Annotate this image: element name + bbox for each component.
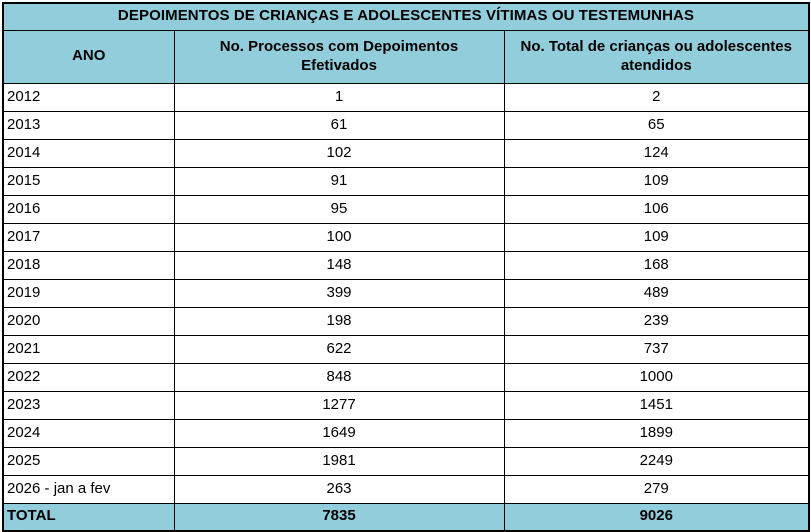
table-header-row: ANO No. Processos com Depoimentos Efetiv… [2,29,810,84]
column-header-ano: ANO [2,29,175,84]
year-cell: 2025 [2,446,175,476]
table-row: 2025 1981 2249 [2,446,810,476]
atendidos-cell: 1899 [503,418,810,448]
processos-cell: 1277 [173,390,505,420]
processos-cell: 263 [173,474,505,504]
table-row: 2013 61 65 [2,110,810,140]
processos-cell: 100 [173,222,505,252]
year-cell: 2021 [2,334,175,364]
table-row: 2017 100 109 [2,222,810,252]
processos-cell: 1649 [173,418,505,448]
processos-cell: 91 [173,166,505,196]
atendidos-cell: 106 [503,194,810,224]
year-cell: 2024 [2,418,175,448]
total-row: TOTAL 7835 9026 [2,502,810,532]
table-title-row: DEPOIMENTOS DE CRIANÇAS E ADOLESCENTES V… [2,2,810,31]
column-header-processos: No. Processos com Depoimentos Efetivados [173,29,505,84]
total-processos-cell: 7835 [173,502,505,532]
processos-cell: 102 [173,138,505,168]
atendidos-cell: 1000 [503,362,810,392]
year-cell: 2022 [2,362,175,392]
year-cell: 2018 [2,250,175,280]
table-row: 2021 622 737 [2,334,810,364]
processos-cell: 848 [173,362,505,392]
table-row: 2016 95 106 [2,194,810,224]
atendidos-cell: 109 [503,166,810,196]
atendidos-cell: 1451 [503,390,810,420]
table-row: 2026 - jan a fev 263 279 [2,474,810,504]
table-row: 2015 91 109 [2,166,810,196]
processos-cell: 95 [173,194,505,224]
table-row: 2019 399 489 [2,278,810,308]
total-atendidos-cell: 9026 [503,502,810,532]
year-cell: 2020 [2,306,175,336]
table-title: DEPOIMENTOS DE CRIANÇAS E ADOLESCENTES V… [2,2,810,31]
year-cell: 2012 [2,82,175,112]
table-row: 2022 848 1000 [2,362,810,392]
atendidos-cell: 124 [503,138,810,168]
year-cell: 2023 [2,390,175,420]
year-cell: 2019 [2,278,175,308]
processos-cell: 399 [173,278,505,308]
column-header-atendidos: No. Total de crianças ou adolescentes at… [503,29,810,84]
year-cell: 2017 [2,222,175,252]
processos-cell: 61 [173,110,505,140]
total-label-cell: TOTAL [2,502,175,532]
table-row: 2024 1649 1899 [2,418,810,448]
year-cell: 2016 [2,194,175,224]
table-row: 2020 198 239 [2,306,810,336]
table-row: 2018 148 168 [2,250,810,280]
table-row: 2023 1277 1451 [2,390,810,420]
year-cell: 2026 - jan a fev [2,474,175,504]
atendidos-cell: 239 [503,306,810,336]
atendidos-cell: 737 [503,334,810,364]
table-row: 2012 1 2 [2,82,810,112]
processos-cell: 1981 [173,446,505,476]
year-cell: 2013 [2,110,175,140]
year-cell: 2015 [2,166,175,196]
table-row: 2014 102 124 [2,138,810,168]
processos-cell: 198 [173,306,505,336]
atendidos-cell: 489 [503,278,810,308]
atendidos-cell: 109 [503,222,810,252]
year-cell: 2014 [2,138,175,168]
processos-cell: 1 [173,82,505,112]
processos-cell: 148 [173,250,505,280]
atendidos-cell: 168 [503,250,810,280]
atendidos-cell: 2249 [503,446,810,476]
atendidos-cell: 279 [503,474,810,504]
atendidos-cell: 2 [503,82,810,112]
atendidos-cell: 65 [503,110,810,140]
processos-cell: 622 [173,334,505,364]
